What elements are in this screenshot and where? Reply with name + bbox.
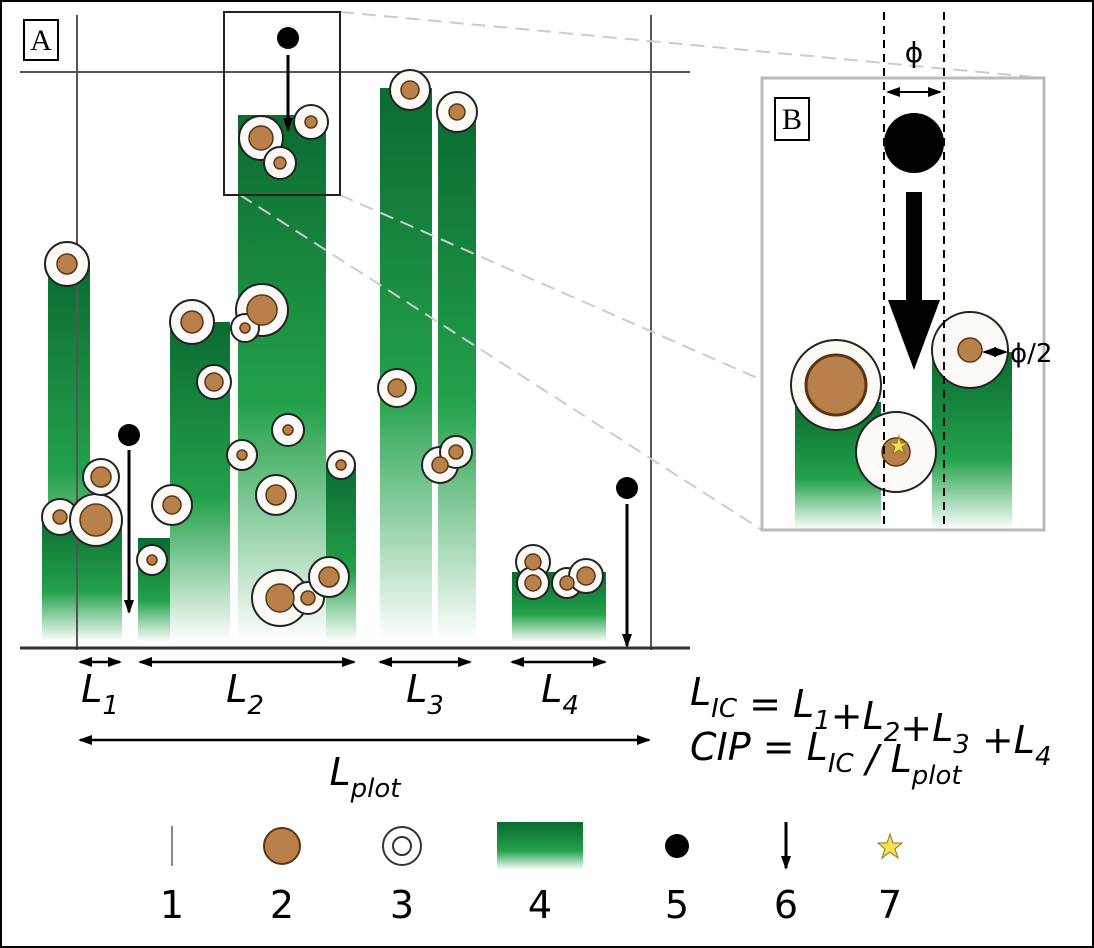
symbol: L: [793, 682, 814, 726]
subscript: plot: [350, 774, 402, 804]
half-phi-label: ϕ/2: [1010, 339, 1052, 369]
symbol: L: [690, 670, 711, 714]
particle: [205, 373, 223, 391]
particle: [806, 355, 866, 415]
symbol: =: [737, 682, 793, 726]
particle: [181, 311, 203, 333]
symbol: +: [970, 718, 1014, 762]
symbol: L: [932, 706, 953, 750]
plant: [326, 465, 356, 642]
subscript: 3: [953, 730, 970, 760]
legend-number: 4: [528, 883, 552, 927]
particle: [958, 338, 982, 362]
particle: [432, 457, 448, 473]
subscript: 3: [427, 691, 444, 721]
page: {"panels": {"a": {"label": "A"}, "b": {"…: [0, 0, 1094, 948]
particle: [237, 450, 247, 460]
phi-label: ϕ: [905, 36, 923, 69]
subscript: 2: [247, 691, 264, 721]
particle: [240, 323, 250, 333]
subscript: plot: [911, 761, 963, 791]
plant: [380, 88, 432, 642]
particle: [163, 496, 181, 514]
particle: [401, 81, 419, 99]
particle: [274, 157, 286, 169]
subscript: IC: [828, 749, 855, 779]
particle: [319, 567, 339, 587]
particle: [449, 445, 463, 459]
particle: [449, 104, 465, 120]
symbol: CIP =: [690, 725, 807, 769]
legend-number: 6: [774, 883, 798, 927]
symbol: L: [329, 750, 350, 794]
subscript: 1: [102, 691, 119, 721]
particle: [305, 116, 317, 128]
subscript: IC: [711, 694, 738, 724]
particle: [577, 567, 595, 585]
plant: [438, 112, 476, 642]
particle: [525, 554, 541, 570]
panel-label: A: [30, 24, 52, 57]
symbol: /: [854, 737, 891, 781]
particle: [80, 504, 112, 536]
symbol: L: [406, 667, 427, 711]
particle: [560, 576, 574, 590]
particle: [266, 485, 286, 505]
particle: [249, 126, 273, 150]
particle: [147, 555, 157, 565]
legend-number: 2: [270, 883, 294, 927]
particle: [53, 510, 67, 524]
legend-number: 5: [665, 883, 689, 927]
legend-number: 1: [160, 883, 184, 927]
legend-number: 3: [390, 883, 414, 927]
symbol: +: [831, 694, 863, 738]
legend-number: 7: [878, 883, 902, 927]
particle: [266, 584, 294, 612]
symbol: L: [863, 694, 884, 738]
symbol: L: [81, 667, 102, 711]
particle: [247, 295, 277, 325]
symbol: L: [541, 667, 562, 711]
symbol: L: [1014, 718, 1035, 762]
particle: [57, 254, 77, 274]
particle: [388, 379, 406, 397]
particle: [525, 575, 541, 591]
subscript: 4: [562, 691, 579, 721]
particle: [283, 425, 293, 435]
figure: A B ϕ ϕ/2 L1L2L3L4LplotLIC = L1+L2+L3 +L…: [0, 0, 1094, 948]
symbol: L: [891, 737, 912, 781]
particle: [91, 467, 111, 487]
symbol: L: [807, 725, 828, 769]
symbol: L: [226, 667, 247, 711]
panel-label: B: [782, 103, 802, 136]
particle: [336, 460, 346, 470]
particle: [301, 591, 315, 605]
subscript: 4: [1035, 742, 1052, 772]
